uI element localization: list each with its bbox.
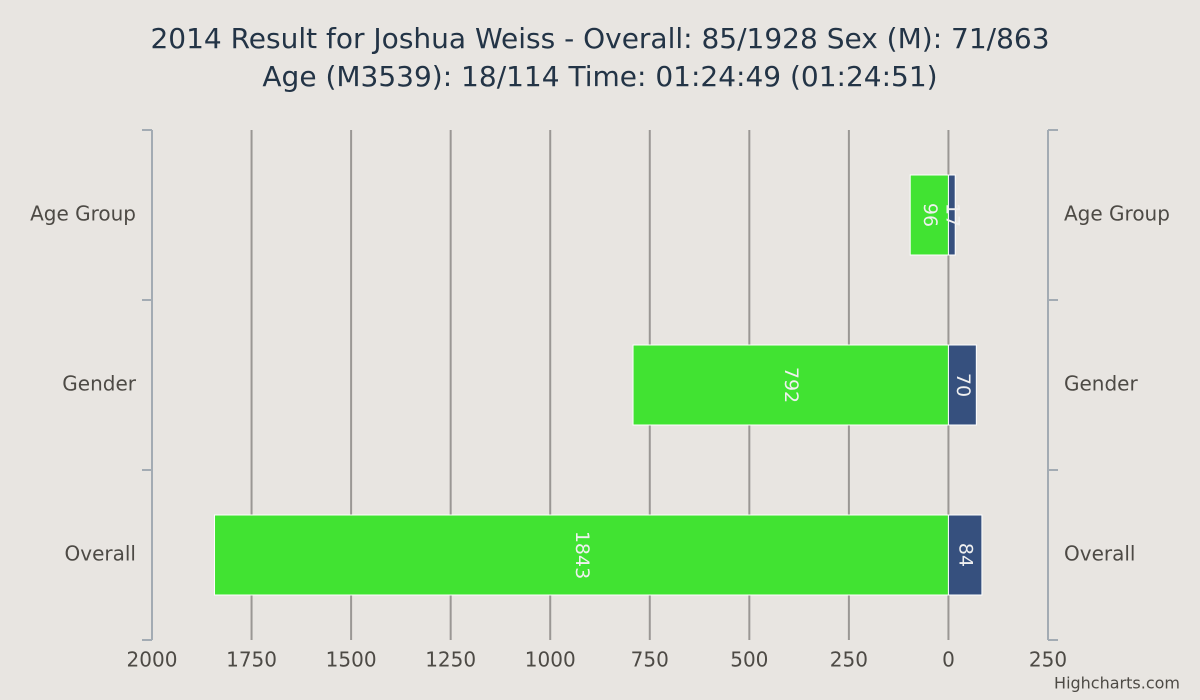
x-tick-label: 250 [1029,648,1067,672]
data-label: 792 [780,367,802,403]
x-tick-label: 250 [830,648,868,672]
data-label: 96 [919,203,941,227]
y-tick-label: Overall [65,542,136,566]
y2-tick-label: Overall [1064,542,1135,566]
bar [947,174,956,256]
y2-tick-label: Age Group [1064,202,1170,226]
x-tick-label: 1500 [326,648,377,672]
data-label: 70 [952,373,974,397]
chart-title: Age (M3539): 18/114 Time: 01:24:49 (01:2… [262,60,937,93]
bar [947,344,977,426]
data-label: 17 [941,203,963,227]
x-tick-label: 500 [730,648,768,672]
x-tick-label: 750 [631,648,669,672]
data-label: 1843 [571,531,593,579]
x-tick-label: 1000 [525,648,576,672]
x-tick-label: 1750 [226,648,277,672]
y-tick-label: Gender [62,372,136,396]
chart-title: 2014 Result for Joshua Weiss - Overall: … [150,22,1049,55]
y-tick-label: Age Group [30,202,136,226]
credits[interactable]: Highcharts.com [1054,674,1180,693]
data-label: 84 [955,543,977,567]
x-tick-label: 1250 [425,648,476,672]
bar [947,514,983,596]
x-tick-label: 0 [942,648,955,672]
x-tick-label: 2000 [127,648,178,672]
bar [214,514,949,596]
y2-tick-label: Gender [1064,372,1138,396]
